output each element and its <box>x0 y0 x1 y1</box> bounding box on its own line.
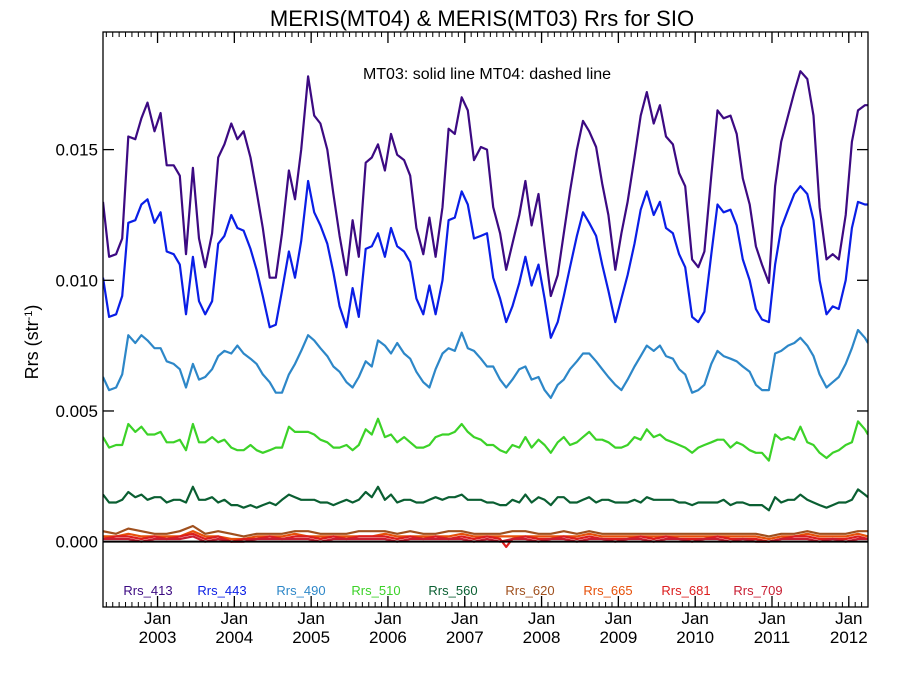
x-tick-year-label: 2006 <box>369 628 407 647</box>
y-tick-label: 0.010 <box>55 271 98 290</box>
legend-entry-rrs-560: Rrs_560 <box>428 583 477 598</box>
y-axis-label-close: ) <box>22 305 42 311</box>
y-tick-label: 0.015 <box>55 141 98 160</box>
legend-entry-rrs-413: Rrs_413 <box>123 583 172 598</box>
y-tick-label: 0.000 <box>55 533 98 552</box>
x-tick-year-label: 2011 <box>754 628 791 647</box>
legend-entry-rrs-665: Rrs_665 <box>583 583 632 598</box>
series-line-rrs-560 <box>103 485 868 512</box>
legend-entry-rrs-681: Rrs_681 <box>661 583 710 598</box>
series-layer <box>103 70 868 548</box>
x-tick-month-label: Jan <box>681 609 708 628</box>
x-tick-year-label: 2004 <box>215 628 253 647</box>
x-tick-year-label: 2012 <box>830 628 868 647</box>
y-axis-label-text: Rrs (str <box>22 320 42 379</box>
series-line-rrs-490 <box>103 328 868 399</box>
legend-entry-rrs-510: Rrs_510 <box>351 583 400 598</box>
x-tick-month-label: Jan <box>528 609 555 628</box>
axis-layer: 0.0000.0050.0100.015Jan2003Jan2004Jan200… <box>55 31 869 647</box>
x-tick-year-label: 2003 <box>139 628 177 647</box>
legend-entry-rrs-490: Rrs_490 <box>276 583 325 598</box>
y-tick-label: 0.005 <box>55 402 98 421</box>
legend-entry-rrs-620: Rrs_620 <box>505 583 554 598</box>
x-tick-year-label: 2007 <box>446 628 484 647</box>
x-tick-month-label: Jan <box>297 609 324 628</box>
line-style-annotation: MT03: solid line MT04: dashed line <box>363 66 611 83</box>
legend-entry-rrs-709: Rrs_709 <box>733 583 782 598</box>
x-tick-month-label: Jan <box>835 609 862 628</box>
chart-title: MERIS(MT04) & MERIS(MT03) Rrs for SIO <box>270 6 694 31</box>
x-tick-month-label: Jan <box>605 609 632 628</box>
legend: Rrs_413 Rrs_443 Rrs_490 Rrs_510 Rrs_560 Rrs_6… <box>123 583 782 598</box>
series-line-rrs-413 <box>103 70 868 298</box>
y-axis-label: Rrs (str-1) <box>22 305 42 380</box>
x-tick-month-label: Jan <box>221 609 248 628</box>
x-tick-year-label: 2010 <box>676 628 714 647</box>
x-tick-month-label: Jan <box>144 609 171 628</box>
series-line-rrs-510 <box>103 417 868 462</box>
plot-frame <box>102 31 869 608</box>
x-tick-year-label: 2009 <box>599 628 637 647</box>
series-line-rrs-620 <box>103 524 868 538</box>
legend-entry-rrs-443: Rrs_443 <box>197 583 246 598</box>
series-line-rrs-443 <box>103 179 868 339</box>
x-tick-month-label: Jan <box>451 609 478 628</box>
x-tick-month-label: Jan <box>758 609 785 628</box>
x-tick-month-label: Jan <box>374 609 401 628</box>
y-axis-label-superscript: -1 <box>23 311 35 321</box>
x-tick-year-label: 2008 <box>523 628 561 647</box>
x-tick-year-label: 2005 <box>292 628 330 647</box>
